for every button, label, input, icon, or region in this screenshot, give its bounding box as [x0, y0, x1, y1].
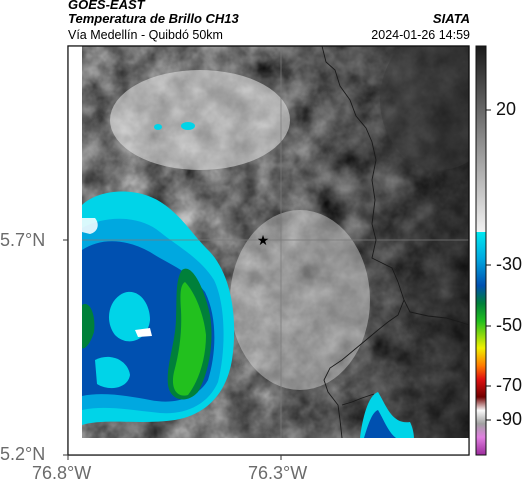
cold-cloud-system	[82, 191, 235, 425]
map-border	[67, 45, 470, 456]
colorbar	[475, 45, 491, 456]
region-subtitle: Vía Medellín - Quibdó 50km	[68, 28, 223, 42]
cold-speck	[154, 124, 162, 130]
lat-tick-label: 5.7°N	[0, 230, 46, 250]
department-boundary	[323, 299, 405, 438]
colorbar-label: -70	[496, 375, 523, 395]
brand-label: SIATA	[432, 11, 470, 26]
location-star-icon: ★	[257, 233, 270, 249]
lon-tick-label: 76.8°W	[32, 463, 92, 483]
lon-tick-label: 76.3°W	[248, 463, 308, 483]
lat-tick-label: 5.2°N	[0, 444, 46, 464]
satellite-title: GOES-EAST	[68, 0, 145, 12]
cold-speck	[181, 122, 195, 130]
timestamp: 2024-01-26 14:59	[371, 28, 470, 42]
colorbar-label: -50	[496, 315, 523, 335]
map-margin-bottom	[68, 438, 469, 455]
map-margin-left	[68, 46, 82, 455]
department-boundary	[341, 393, 375, 406]
colorbar-label: 20	[496, 99, 517, 119]
product-title: Temperatura de Brillo CH13	[68, 11, 239, 26]
department-boundary	[321, 46, 469, 326]
satellite-image: ★	[82, 46, 469, 438]
cold-cell-core	[364, 410, 396, 438]
colorbar-label: -90	[496, 409, 523, 429]
colorbar-label: -30	[496, 254, 523, 274]
